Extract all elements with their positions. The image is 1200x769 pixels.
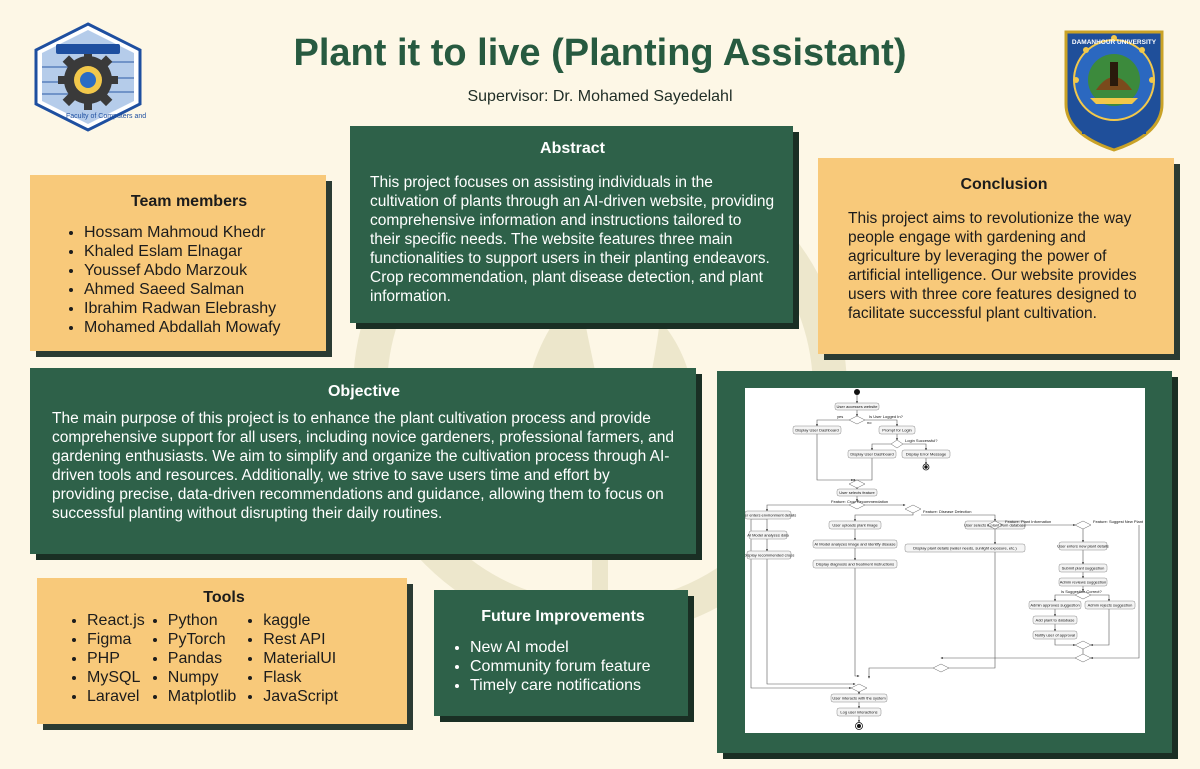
- page-title: Plant it to live (Planting Assistant): [293, 32, 907, 74]
- tool-item: Rest API: [263, 630, 338, 649]
- future-item: New AI model: [470, 638, 678, 657]
- team-list: Hossam Mahmoud Khedr Khaled Eslam Elnaga…: [62, 223, 316, 337]
- diagram-end-node-core: [857, 724, 861, 728]
- objective-heading: Objective: [327, 383, 401, 400]
- diagram-node-text: Display Error Message: [906, 452, 947, 457]
- faculty-logo-text: Faculty of Computers and Information: [66, 113, 148, 120]
- diagram-node-text: Display User Dashboard: [795, 428, 838, 433]
- diagram-node-text: Admin reviews suggestion: [1060, 580, 1106, 585]
- diagram-node-text: Prompt for Login: [882, 428, 912, 433]
- future-item: Community forum feature: [470, 657, 678, 676]
- activity-diagram-card: User accesses website Is User Logged In?…: [717, 371, 1172, 753]
- diagram-node-text: User enters environment details: [745, 513, 796, 518]
- diagram-node-text: Display plant details (water needs, sunl…: [913, 546, 1017, 551]
- diagram-node-text: Display User Dashboard: [850, 452, 893, 457]
- diagram-node-text: User selects a plant from database: [964, 523, 1027, 528]
- objective-card: Objective The main purpose of this proje…: [30, 368, 696, 554]
- future-heading: Future Improvements: [481, 608, 645, 625]
- abstract-heading: Abstract: [540, 140, 605, 157]
- diagram-end-node: [855, 722, 863, 730]
- tool-item: Pandas: [168, 649, 236, 668]
- diagram-node-text: User selects feature: [839, 490, 875, 495]
- team-member: Hossam Mahmoud Khedr: [84, 223, 316, 242]
- diagram-node-text: Feature: Crop Recommendation: [831, 499, 888, 504]
- diagram-error-end-node-core: [924, 465, 928, 469]
- team-member: Ahmed Saeed Salman: [84, 280, 316, 299]
- diagram-node-text: Notify user of approval: [1035, 633, 1075, 638]
- tools-heading: Tools: [203, 589, 245, 606]
- tool-item: Laravel: [87, 687, 145, 706]
- diagram-node-text: Login Successful?: [905, 438, 938, 443]
- tool-item: Python: [168, 611, 236, 630]
- tool-item: MySQL: [87, 668, 145, 687]
- tool-item: kaggle: [263, 611, 338, 630]
- team-heading: Team members: [130, 193, 248, 210]
- diagram-node-text: Feature: Disease Detection: [923, 509, 971, 514]
- diagram-node-text: Feature: Suggest New Plant: [1093, 519, 1144, 524]
- university-logo: DAMANHOUR UNIVERSITY: [1064, 30, 1164, 152]
- diagram-node-text: User uploads plant image: [832, 523, 878, 528]
- future-item: Timely care notifications: [470, 676, 678, 695]
- diagram-branch-label: no: [867, 420, 872, 425]
- faculty-logo: Faculty of Computers and Information: [34, 22, 148, 132]
- conclusion-card: Conclusion This project aims to revoluti…: [818, 158, 1174, 354]
- university-logo-text: DAMANHOUR UNIVERSITY: [1072, 39, 1157, 46]
- diagram-node-text: Display diagnosis and treatment instruct…: [816, 562, 894, 567]
- tool-item: MaterialUI: [263, 649, 338, 668]
- diagram-node-text: AI Model analyzes image and identify dis…: [814, 542, 896, 547]
- diagram-node-text: Feature: Plant Information: [1005, 519, 1051, 524]
- diagram-node-text: Add plant to database: [1036, 618, 1076, 623]
- diagram-node-text: AI Model analyzes data: [747, 533, 789, 538]
- abstract-card: Abstract This project focuses on assisti…: [350, 126, 793, 323]
- team-member: Mohamed Abdallah Mowafy: [84, 318, 316, 337]
- team-member: Khaled Eslam Elnagar: [84, 242, 316, 261]
- diagram-node-text: Admin approves suggestion: [1030, 603, 1079, 608]
- future-list: New AI model Community forum feature Tim…: [448, 638, 678, 695]
- conclusion-text: This project aims to revolutionize the w…: [848, 210, 1137, 322]
- diagram-node-text: Admin rejects suggestion: [1088, 603, 1133, 608]
- diagram-start-node: [854, 389, 860, 395]
- diagram-error-end-node: [922, 463, 930, 471]
- tools-column-2: Python PyTorch Pandas Numpy Matplotlib: [136, 611, 236, 706]
- diagram-node-text: Submit plant suggestion: [1062, 566, 1105, 571]
- tool-item: Figma: [87, 630, 145, 649]
- tool-item: PHP: [87, 649, 145, 668]
- diagram-branch-label: yes: [837, 414, 843, 419]
- conclusion-heading: Conclusion: [960, 176, 1048, 193]
- diagram-node-text: Is User Logged In?: [869, 414, 904, 419]
- tool-item: Numpy: [168, 668, 236, 687]
- diagram-node-text: User accesses website: [837, 404, 879, 409]
- tool-item: Matplotlib: [168, 687, 236, 706]
- tool-item: JavaScript: [263, 687, 338, 706]
- diagram-node-text: Log user interactions: [840, 710, 877, 715]
- tools-column-1: React.js Figma PHP MySQL Laravel: [51, 611, 145, 706]
- tool-item: PyTorch: [168, 630, 236, 649]
- tool-item: React.js: [87, 611, 145, 630]
- team-members-card: Team members Hossam Mahmoud Khedr Khaled…: [30, 175, 326, 351]
- objective-text: The main purpose of this project is to e…: [52, 410, 675, 522]
- diagram-node-text: Display recommended crops: [745, 553, 794, 558]
- diagram-node-text: Is Suggestion Correct?: [1061, 589, 1102, 594]
- supervisor-line: Supervisor: Dr. Mohamed Sayedelahl: [467, 88, 733, 105]
- abstract-text: This project focuses on assisting indivi…: [370, 174, 775, 305]
- diagram-node-text: User enters new plant details: [1057, 544, 1109, 549]
- team-member: Youssef Abdo Marzouk: [84, 261, 316, 280]
- future-improvements-card: Future Improvements New AI model Communi…: [434, 590, 688, 716]
- tools-card: Tools React.js Figma PHP MySQL Laravel P…: [37, 578, 407, 724]
- tools-column-3: kaggle Rest API MaterialUI Flask JavaScr…: [231, 611, 338, 706]
- tool-item: Flask: [263, 668, 338, 687]
- activity-diagram: User accesses website Is User Logged In?…: [740, 388, 1145, 733]
- team-member: Ibrahim Radwan Elebrashy: [84, 299, 316, 318]
- diagram-node-text: User interacts with the system: [832, 696, 886, 701]
